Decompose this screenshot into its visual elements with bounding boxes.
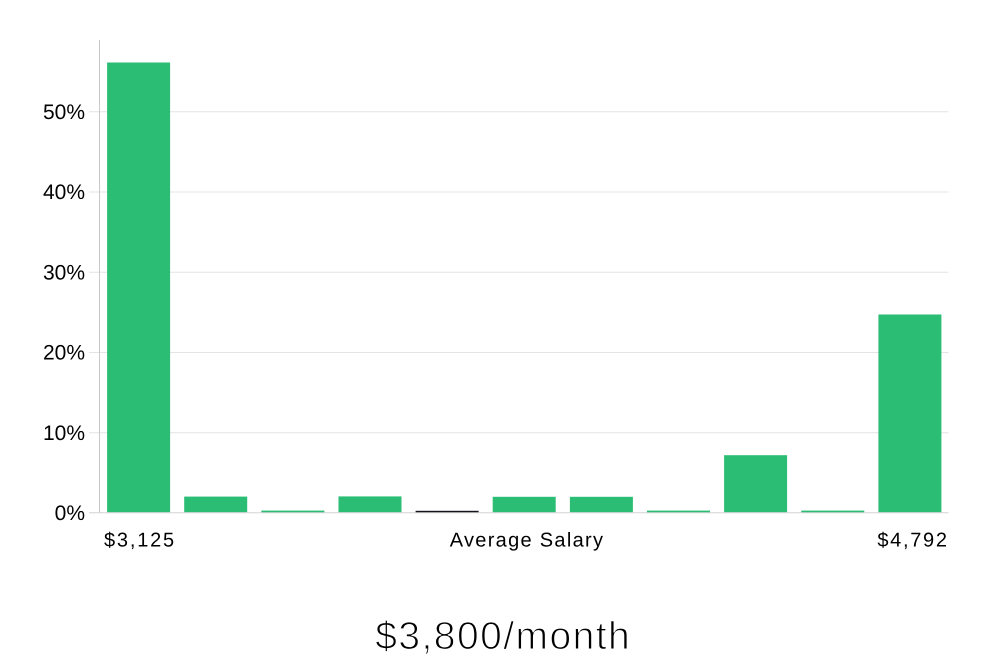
svg-text:50%: 50% — [43, 101, 85, 124]
svg-text:40%: 40% — [43, 181, 85, 204]
svg-text:30%: 30% — [43, 261, 85, 284]
svg-text:Average Salary: Average Salary — [450, 530, 605, 552]
svg-text:$3,800/month: $3,800/month — [375, 615, 631, 658]
svg-text:$4,792: $4,792 — [877, 530, 948, 552]
svg-text:10%: 10% — [43, 422, 85, 445]
svg-text:$3,125: $3,125 — [104, 530, 176, 552]
svg-text:0%: 0% — [55, 502, 85, 525]
svg-text:20%: 20% — [43, 342, 85, 365]
